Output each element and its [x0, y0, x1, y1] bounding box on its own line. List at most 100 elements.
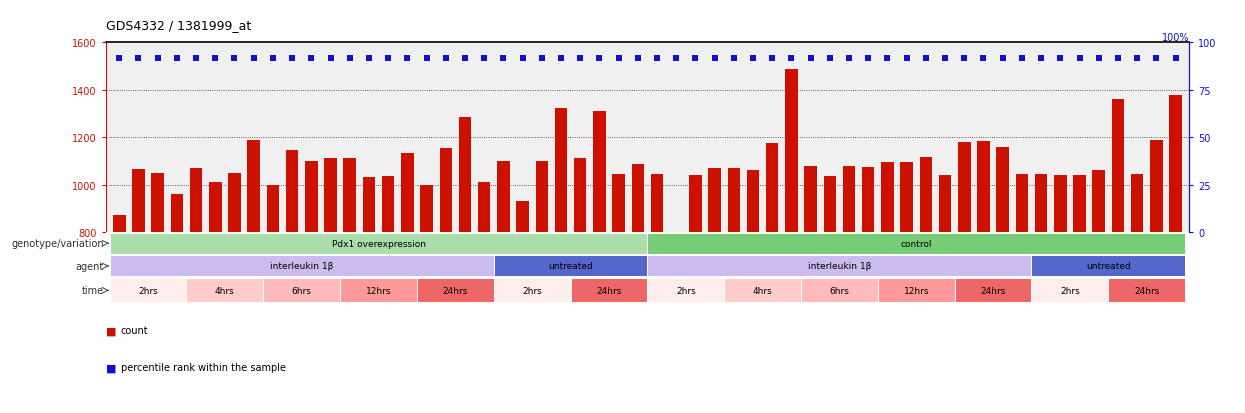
Bar	[266, 185, 279, 232]
Bar	[494, 256, 647, 277]
Bar	[670, 232, 682, 320]
Point	[187, 55, 207, 62]
Bar	[113, 216, 126, 232]
Text: 2hrs: 2hrs	[676, 286, 696, 295]
Text: 12hrs: 12hrs	[904, 286, 929, 295]
Text: count: count	[121, 325, 148, 335]
Bar	[1032, 279, 1108, 302]
Bar	[535, 161, 548, 232]
Text: 24hrs: 24hrs	[443, 286, 468, 295]
Point	[167, 55, 187, 62]
Bar	[959, 142, 971, 232]
Bar	[574, 159, 586, 232]
Text: agent: agent	[76, 261, 103, 271]
Bar	[1112, 100, 1124, 232]
Bar	[1130, 174, 1143, 232]
Bar	[920, 158, 933, 232]
Text: 2hrs: 2hrs	[523, 286, 542, 295]
Point	[148, 55, 168, 62]
Bar	[497, 161, 509, 232]
Bar	[862, 167, 874, 232]
Text: genotype/variation: genotype/variation	[11, 239, 103, 249]
Point	[128, 55, 148, 62]
Point	[513, 55, 533, 62]
Point	[359, 55, 378, 62]
Bar	[824, 177, 837, 232]
Bar	[1150, 140, 1163, 232]
Point	[1108, 55, 1128, 62]
Bar	[1073, 176, 1086, 232]
Bar	[152, 173, 164, 232]
Point	[782, 55, 802, 62]
Point	[110, 55, 129, 62]
Point	[666, 55, 686, 62]
Bar	[939, 176, 951, 232]
Point	[992, 55, 1012, 62]
Point	[1069, 55, 1089, 62]
Point	[1147, 55, 1167, 62]
Point	[1012, 55, 1032, 62]
Bar	[171, 195, 183, 232]
Bar	[305, 161, 317, 232]
Point	[723, 55, 743, 62]
Point	[454, 55, 474, 62]
Bar	[747, 171, 759, 232]
Point	[493, 55, 513, 62]
Bar	[804, 166, 817, 232]
Bar	[110, 279, 187, 302]
Bar	[878, 279, 955, 302]
Point	[436, 55, 456, 62]
Bar	[613, 174, 625, 232]
Text: untreated: untreated	[1086, 262, 1130, 271]
Point	[1127, 55, 1147, 62]
Text: interleukin 1β: interleukin 1β	[808, 262, 871, 271]
Bar	[110, 233, 647, 254]
Bar	[421, 185, 433, 232]
Point	[244, 55, 264, 62]
Point	[839, 55, 859, 62]
Point	[762, 55, 782, 62]
Point	[283, 55, 303, 62]
Bar	[340, 279, 417, 302]
Point	[609, 55, 629, 62]
Point	[916, 55, 936, 62]
Bar	[1032, 256, 1185, 277]
Bar	[517, 202, 529, 232]
Point	[205, 55, 225, 62]
Bar	[647, 256, 1032, 277]
Bar	[439, 148, 452, 232]
Bar	[1108, 279, 1185, 302]
Bar	[478, 183, 491, 232]
Bar	[977, 141, 990, 232]
Point	[474, 55, 494, 62]
Bar	[651, 174, 664, 232]
Bar	[209, 183, 222, 232]
Text: time: time	[81, 286, 103, 296]
Point	[417, 55, 437, 62]
Bar	[132, 170, 144, 232]
Point	[532, 55, 552, 62]
Text: percentile rank within the sample: percentile rank within the sample	[121, 363, 286, 373]
Point	[589, 55, 609, 62]
Point	[858, 55, 878, 62]
Point	[320, 55, 340, 62]
Bar	[900, 163, 913, 232]
Point	[896, 55, 916, 62]
Bar	[727, 169, 740, 232]
Bar	[362, 178, 375, 232]
Text: ■: ■	[106, 325, 116, 335]
Bar	[570, 279, 647, 302]
Bar	[647, 233, 1185, 254]
Text: untreated: untreated	[548, 262, 593, 271]
Bar	[725, 279, 801, 302]
Bar	[1092, 171, 1106, 232]
Bar	[647, 279, 725, 302]
Bar	[248, 140, 260, 232]
Text: 4hrs: 4hrs	[753, 286, 772, 295]
Text: 24hrs: 24hrs	[596, 286, 621, 295]
Bar	[494, 279, 570, 302]
Point	[397, 55, 417, 62]
Bar	[1055, 176, 1067, 232]
Bar	[324, 159, 336, 232]
Text: 6hrs: 6hrs	[829, 286, 849, 295]
